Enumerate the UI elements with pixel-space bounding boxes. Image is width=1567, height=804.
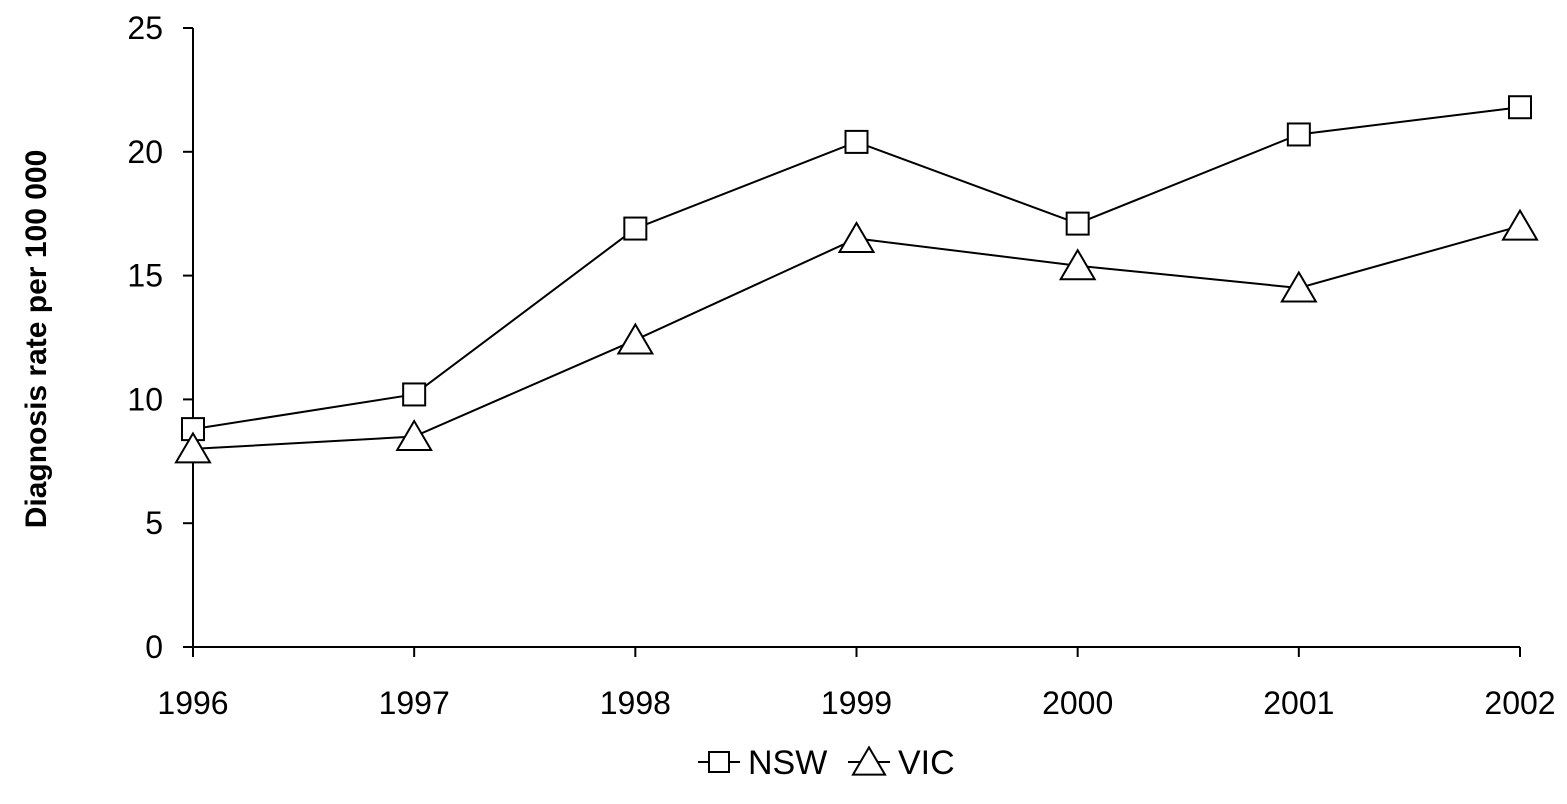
data-point-vic — [174, 431, 212, 464]
series-layer — [174, 95, 1539, 464]
x-tick-label: 2001 — [1263, 685, 1334, 721]
y-axis-title: Diagnosis rate per 100 000 — [20, 150, 53, 529]
data-point-vic — [837, 220, 876, 253]
x-tick-label: 1997 — [379, 685, 450, 721]
series-line-nsw — [192, 106, 1521, 431]
y-tick-label: 25 — [127, 10, 163, 46]
x-tick-label: 1996 — [157, 685, 228, 721]
legend-marker-vic — [851, 745, 887, 776]
x-tick-label: 1998 — [600, 685, 671, 721]
y-tick-label: 0 — [145, 629, 163, 665]
data-point-vic — [616, 322, 655, 355]
data-point-nsw — [623, 216, 648, 241]
y-tick-label: 5 — [145, 505, 163, 541]
legend-marker-nsw — [708, 751, 730, 773]
series-vic — [174, 208, 1539, 464]
series-line-vic — [192, 225, 1521, 450]
series-nsw — [181, 95, 1532, 442]
data-point-vic — [1280, 270, 1318, 303]
axes: 0 5 10 15 20 25 1996 1997 1998 1999 2000 2001 2002 — [127, 10, 1555, 721]
data-point-nsw — [402, 382, 427, 407]
data-point-vic — [1058, 248, 1097, 281]
legend-item-vic: VIC — [848, 744, 955, 782]
x-tick-label: 2002 — [1484, 685, 1555, 721]
data-point-vic — [395, 419, 433, 452]
x-tick-label: 2000 — [1042, 685, 1113, 721]
data-point-nsw — [1065, 211, 1090, 236]
x-tick-label: 1999 — [821, 685, 892, 721]
y-tick-label: 10 — [127, 381, 163, 417]
data-point-nsw — [844, 129, 869, 154]
data-point-nsw — [1286, 122, 1311, 147]
y-tick-label: 20 — [127, 134, 163, 170]
legend-label-vic: VIC — [898, 744, 955, 782]
y-tick-label: 15 — [127, 258, 163, 294]
data-point-vic — [1501, 208, 1539, 241]
legend: NSW VIC — [698, 744, 955, 782]
legend-item-nsw: NSW — [698, 744, 827, 782]
data-point-nsw — [1508, 95, 1532, 120]
legend-label-nsw: NSW — [748, 744, 827, 782]
